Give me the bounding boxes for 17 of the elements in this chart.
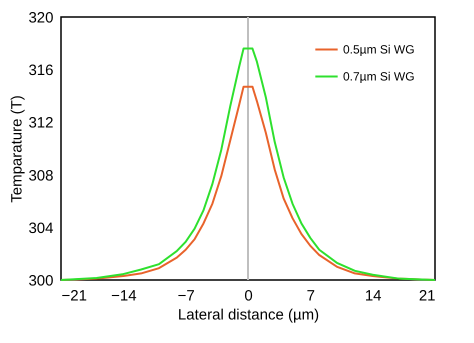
- y-tick-label: 312: [28, 114, 54, 132]
- x-tick-label: −7: [178, 288, 195, 304]
- y-tick-label: 300: [28, 272, 54, 290]
- x-tick-label: 0: [244, 288, 253, 304]
- x-tick-label: 7: [306, 288, 316, 304]
- x-tick-label: 14: [364, 288, 382, 304]
- x-axis-title: Lateral distance (µm): [178, 306, 320, 324]
- y-tick-label: 304: [28, 220, 54, 237]
- legend-label: 0.5µm Si WG: [343, 42, 415, 56]
- y-tick-label: 320: [28, 10, 54, 26]
- x-tick-label: −14: [111, 288, 137, 304]
- y-tick-label: 308: [28, 167, 54, 184]
- x-tick-label: 21: [418, 288, 436, 304]
- y-tick-label: 316: [28, 62, 54, 80]
- legend-label: 0.7µm Si WG: [343, 70, 415, 84]
- y-axis-title: Temparature (T): [8, 95, 26, 203]
- x-tick-label: −21: [62, 288, 87, 304]
